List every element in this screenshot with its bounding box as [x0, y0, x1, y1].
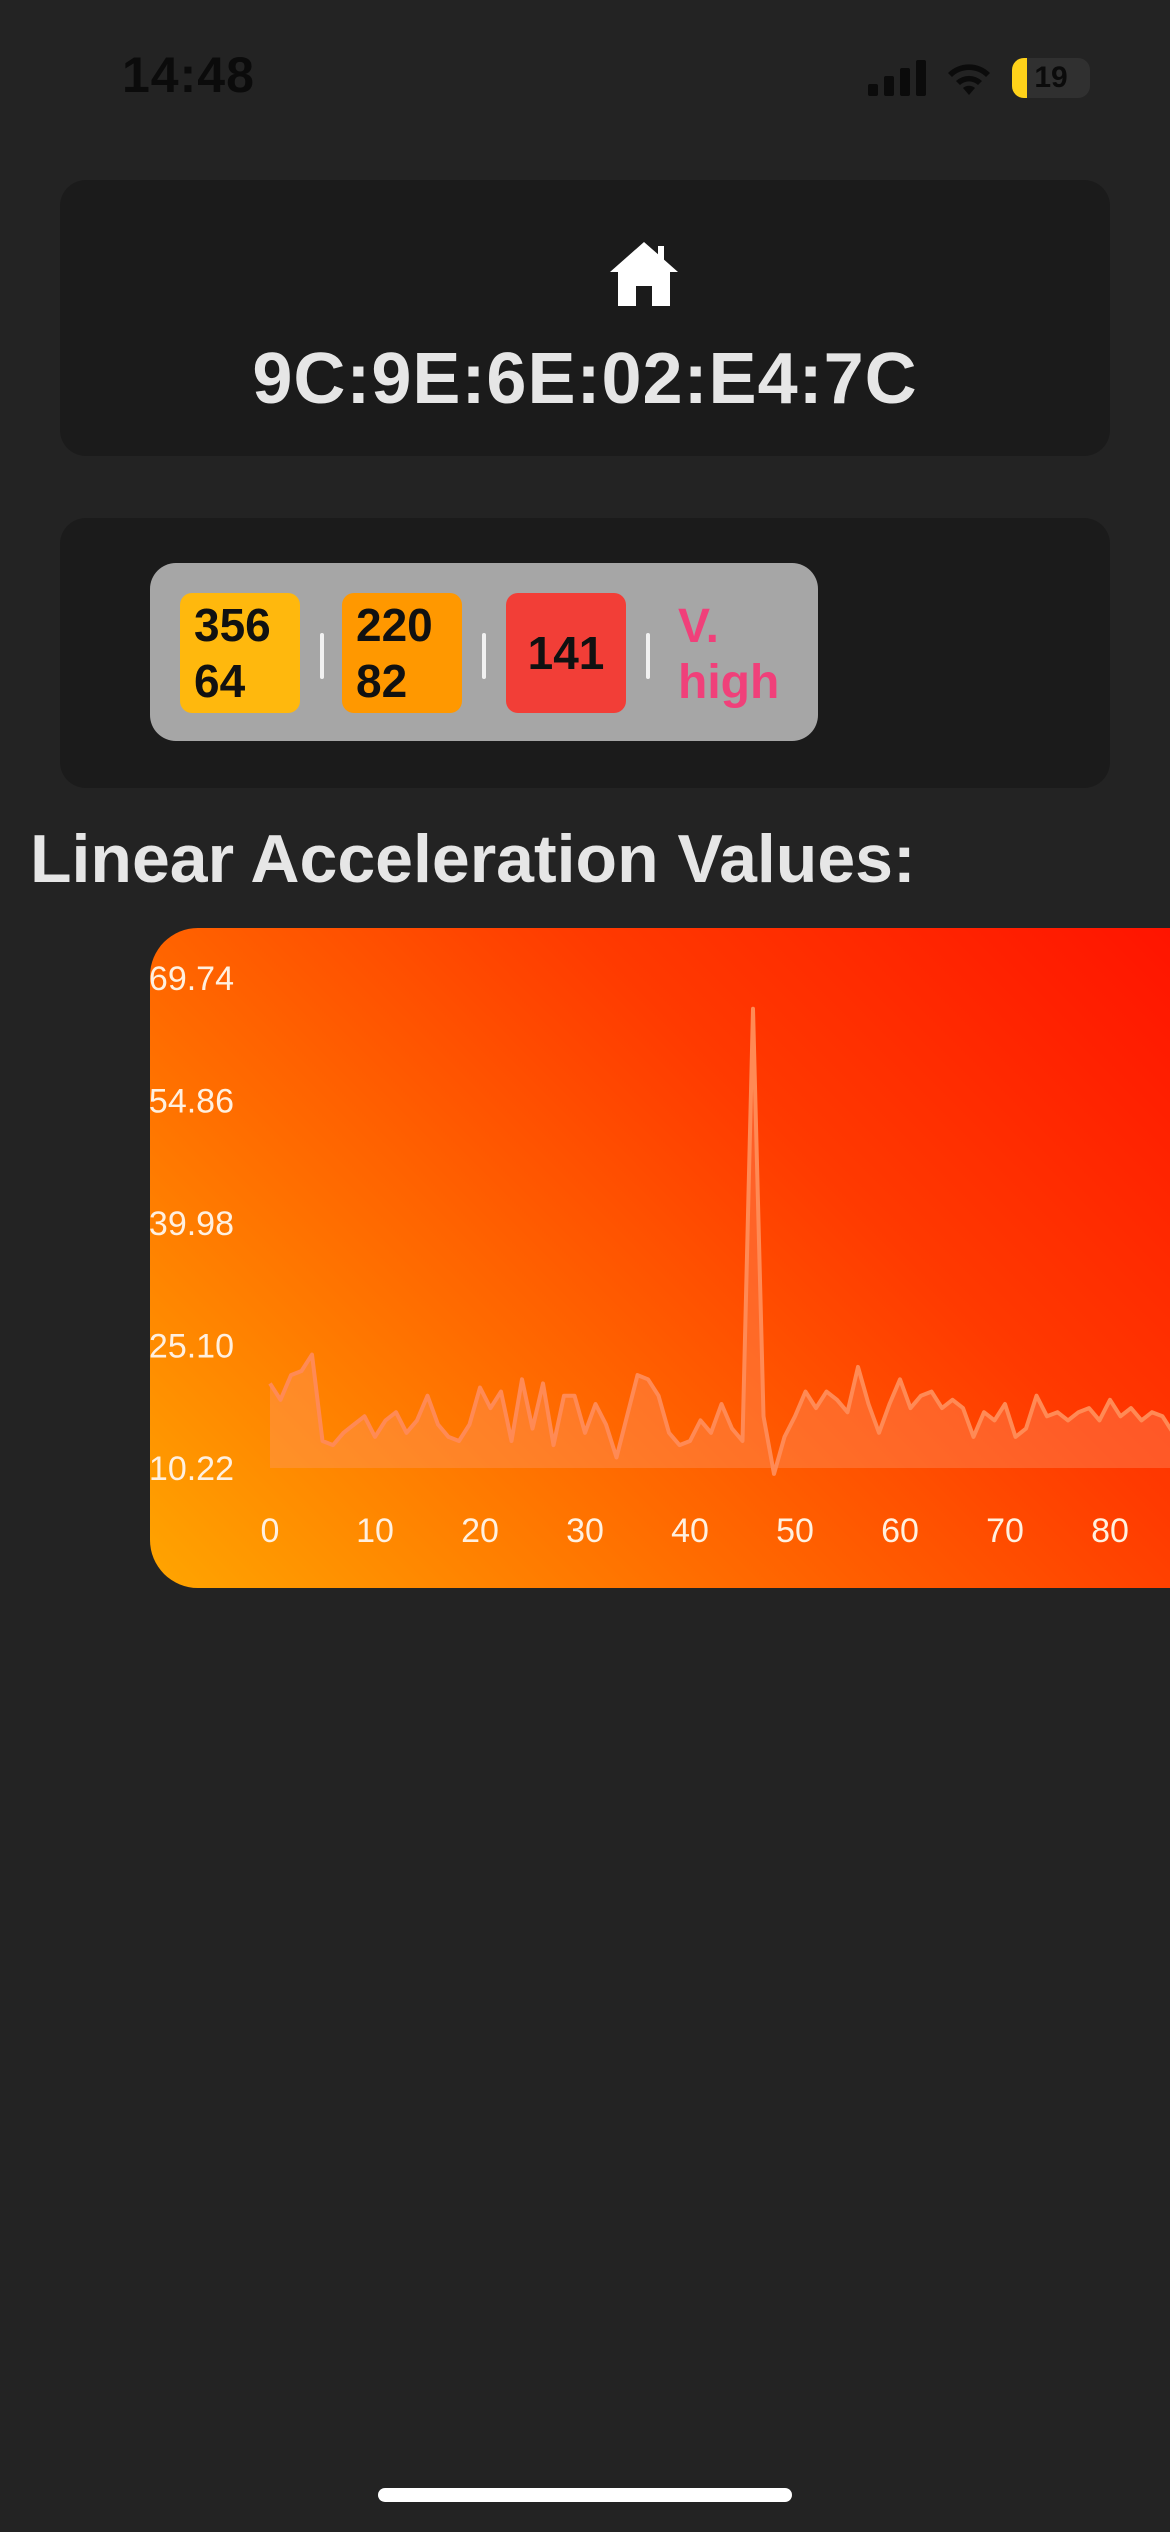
series-area	[270, 1008, 1170, 1474]
wifi-icon	[948, 64, 990, 95]
readings-pill: 356 64 220 82 141 V. high	[150, 563, 818, 741]
x-tick-label: 30	[566, 1512, 604, 1550]
status-icons: 19	[868, 56, 1090, 100]
y-axis: 69.74 54.86 39.98 25.10 10.22	[150, 960, 234, 1488]
section-title: Linear Acceleration Values:	[30, 821, 916, 897]
x-tick-label: 50	[776, 1512, 814, 1550]
y-tick-label: 69.74	[150, 960, 234, 998]
reading-badge-secondary-line1: 220	[356, 599, 433, 651]
reading-badge-secondary: 220 82	[342, 593, 462, 713]
x-tick-label: 80	[1091, 1512, 1129, 1550]
device-address: 9C:9E:6E:02:E4:7C	[252, 339, 918, 419]
status-time: 14:48	[122, 47, 255, 103]
series-line	[268, 1006, 1170, 1476]
battery-fill	[1012, 58, 1027, 98]
reading-badge-primary: 356 64	[180, 593, 300, 713]
cellular-signal-icon	[868, 60, 926, 96]
y-tick-label: 39.98	[150, 1205, 234, 1243]
readings-card: 356 64 220 82 141 V. high	[60, 518, 1110, 788]
battery-icon: 19	[1012, 58, 1090, 98]
separator	[482, 633, 486, 679]
level-label-line1: V.	[678, 600, 719, 653]
y-tick-label: 54.86	[150, 1083, 234, 1121]
status-bar: 14:48 19	[0, 0, 1170, 150]
separator	[320, 633, 324, 679]
y-tick-label: 25.10	[150, 1328, 234, 1366]
reading-badge-value: 141	[506, 593, 626, 713]
x-tick-label: 40	[671, 1512, 709, 1550]
reading-badge-secondary-line2: 82	[356, 655, 408, 707]
level-label: V. high	[678, 599, 798, 711]
device-card[interactable]: 9C:9E:6E:02:E4:7C	[60, 180, 1110, 456]
x-tick-label: 0	[261, 1512, 280, 1550]
separator	[646, 633, 650, 679]
x-tick-label: 20	[461, 1512, 499, 1550]
home-icon	[610, 242, 678, 306]
home-indicator[interactable]	[378, 2488, 792, 2502]
reading-badge-value-text: 141	[527, 627, 605, 679]
battery-level: 19	[1034, 61, 1068, 94]
x-tick-label: 70	[986, 1512, 1024, 1550]
y-tick-label: 10.22	[150, 1450, 234, 1488]
acceleration-chart-svg: 69.74 54.86 39.98 25.10 10.22 0 10 20 30 40 50 60 7…	[150, 960, 1170, 1550]
x-axis: 0 10 20 30 40 50 60 70 80	[261, 1512, 1129, 1550]
acceleration-chart: 69.74 54.86 39.98 25.10 10.22 0 10 20 30 40 50 60 7…	[150, 928, 1170, 1588]
reading-badge-primary-line2: 64	[194, 655, 246, 707]
level-label-line2: high	[678, 656, 780, 709]
x-tick-label: 60	[881, 1512, 919, 1550]
reading-badge-primary-line1: 356	[194, 599, 271, 651]
x-tick-label: 10	[356, 1512, 394, 1550]
